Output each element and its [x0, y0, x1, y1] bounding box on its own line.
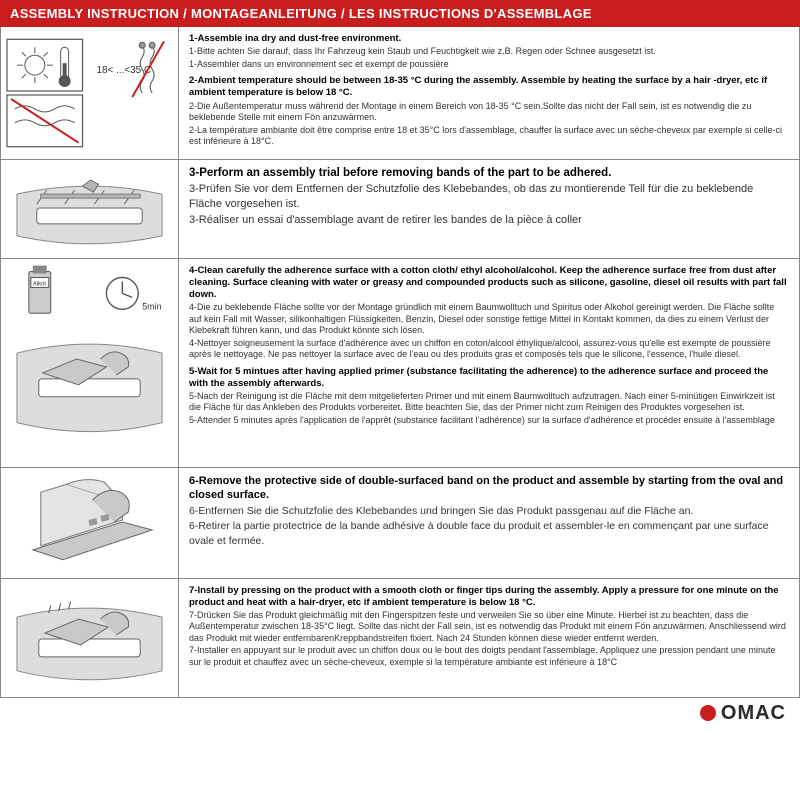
- step7-de: 7-Drücken Sie das Produkt gleichmäßig mi…: [189, 610, 789, 645]
- logo-text: OMAC: [721, 702, 786, 725]
- step6-en: 6-Remove the protective side of double-s…: [189, 474, 789, 504]
- environment-icon: 18< ...<35 C: [5, 37, 174, 149]
- instruction-row-4: 6-Remove the protective side of double-s…: [1, 468, 799, 579]
- text-block-3: 4-Clean carefully the adherence surface …: [179, 259, 799, 467]
- logo-dot-icon: [700, 705, 716, 721]
- footer: OMAC: [0, 698, 800, 727]
- step2-en: 2-Ambient temperature should be between …: [189, 75, 789, 99]
- assembly-instruction-page: ASSEMBLY INSTRUCTION / MONTAGEANLEITUNG …: [0, 0, 800, 727]
- step5-en: 5-Wait for 5 mintues after having applie…: [189, 366, 789, 390]
- text-block-2: 3-Perform an assembly trial before remov…: [179, 160, 799, 258]
- text-block-5: 7-Install by pressing on the product wit…: [179, 579, 799, 697]
- step3-fr: 3-Réaliser un essai d'assemblage avant d…: [189, 213, 789, 228]
- clean-icon: Alkol 5min: [5, 263, 174, 463]
- step6-fr: 6-Retirer la partie protectrice de la ba…: [189, 519, 789, 547]
- illustration-5: [1, 579, 179, 697]
- step1-de: 1-Bitte achten Sie darauf, dass Ihr Fahr…: [189, 46, 789, 58]
- step1-en: 1-Assemble ina dry and dust-free environ…: [189, 33, 789, 45]
- illustration-1: 18< ...<35 C: [1, 27, 179, 159]
- step4-de: 4-Die zu beklebende Fläche sollte vor de…: [189, 302, 789, 337]
- instruction-row-3: Alkol 5min 4-Clean carefully the adheren…: [1, 259, 799, 468]
- step6-de: 6-Entfernen Sie die Schutzfolie des Kleb…: [189, 504, 789, 518]
- step2-de: 2-Die Außentemperatur muss während der M…: [189, 101, 789, 124]
- step5-de: 5-Nach der Reinigung ist die Fläche mit …: [189, 391, 789, 414]
- peel-icon: [5, 472, 174, 574]
- instruction-table: 18< ...<35 C 1-Assemble ina dry and dust…: [0, 27, 800, 698]
- instruction-row-2: 3-Perform an assembly trial before remov…: [1, 160, 799, 259]
- svg-text:Alkol: Alkol: [33, 281, 46, 287]
- step4-fr: 4-Nettoyer soigneusement la surface d'ad…: [189, 338, 789, 361]
- step1-fr: 1-Assembler dans un environnement sec et…: [189, 59, 789, 71]
- step3-de: 3-Prüfen Sie vor dem Entfernen der Schut…: [189, 182, 789, 212]
- svg-text:5min: 5min: [142, 301, 161, 311]
- instruction-row-5: 7-Install by pressing on the product wit…: [1, 579, 799, 697]
- brand-logo: OMAC: [700, 702, 786, 725]
- trial-icon: [5, 164, 174, 254]
- header-bar: ASSEMBLY INSTRUCTION / MONTAGEANLEITUNG …: [0, 0, 800, 27]
- text-block-4: 6-Remove the protective side of double-s…: [179, 468, 799, 578]
- header-title: ASSEMBLY INSTRUCTION / MONTAGEANLEITUNG …: [10, 6, 592, 21]
- illustration-4: [1, 468, 179, 578]
- step7-fr: 7-Installer en appuyant sur le produit a…: [189, 645, 789, 668]
- illustration-2: [1, 160, 179, 258]
- text-block-1: 1-Assemble ina dry and dust-free environ…: [179, 27, 799, 159]
- step7-en: 7-Install by pressing on the product wit…: [189, 585, 789, 609]
- instruction-row-1: 18< ...<35 C 1-Assemble ina dry and dust…: [1, 27, 799, 160]
- step4-en: 4-Clean carefully the adherence surface …: [189, 265, 789, 301]
- step5-fr: 5-Attender 5 minutes après l'application…: [189, 415, 789, 427]
- illustration-3: Alkol 5min: [1, 259, 179, 467]
- step2-fr: 2-La température ambiante doit être comp…: [189, 125, 789, 148]
- step3-en: 3-Perform an assembly trial before remov…: [189, 166, 789, 182]
- press-icon: [5, 583, 174, 693]
